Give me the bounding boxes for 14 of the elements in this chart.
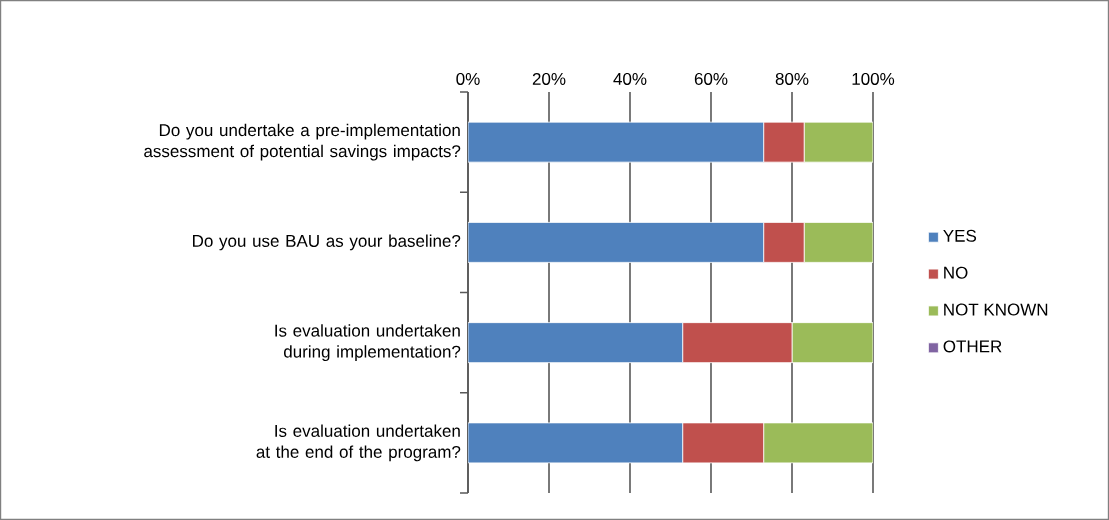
legend-label: NO [944,266,968,279]
legend-label: NOT KNOWN [944,303,1048,316]
y-tick-label: Do you use BAU as your baseline? [193,234,461,251]
x-tick-label: 40% [613,72,647,85]
legend-label: OTHER [943,340,1002,353]
y-tick-label: Is evaluation undertaken during implementation? [275,324,461,362]
y-tick-label: Do you undertake a pre-implementation assessment of potential savings impacts? [144,123,461,161]
legend-label: YES [943,229,977,242]
x-tick-label: 0% [456,72,480,85]
x-tick-label: 60% [694,72,728,85]
y-tick-label: Is evaluation undertaken at the end of the program? [256,424,461,462]
x-tick-label: 80% [775,72,809,85]
x-tick-label: 100% [852,72,895,85]
x-tick-label: 20% [532,72,566,85]
